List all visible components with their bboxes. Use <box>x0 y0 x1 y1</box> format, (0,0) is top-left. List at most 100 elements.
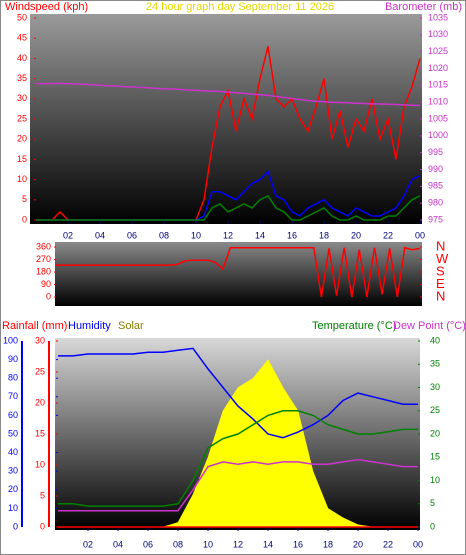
y-tick-label: 45 <box>17 33 27 43</box>
x-tick-label: 00 <box>415 230 425 240</box>
x-tick-label: 08 <box>173 539 183 549</box>
y-tick-label: 25 <box>17 113 27 123</box>
y-tick-label: 50 <box>17 12 27 22</box>
y2-tick-label: W <box>436 251 449 266</box>
y-tick-label: 10 <box>8 503 18 513</box>
series-line <box>36 82 421 107</box>
legend-entry: Humidity <box>68 320 111 332</box>
y2-tick-label: 20 <box>430 428 440 438</box>
x-tick-label: 02 <box>63 230 73 240</box>
series-line <box>56 246 421 298</box>
legend-entry: Rainfall (mm) <box>2 320 67 332</box>
y2-tick-label: 975 <box>428 214 443 224</box>
x-tick-label: 12 <box>223 230 233 240</box>
y2-tick-label: 1030 <box>428 29 448 39</box>
series-line <box>58 410 418 507</box>
x-tick-label: 04 <box>113 539 123 549</box>
y-tick-label: 90 <box>41 279 51 289</box>
y-tick-label: 15 <box>17 154 27 164</box>
x-tick-label: 08 <box>159 230 169 240</box>
y2-tick-label: 1005 <box>428 113 448 123</box>
y2-tick-label: 995 <box>428 147 443 157</box>
series-line <box>58 458 418 512</box>
x-tick-label: 22 <box>383 230 393 240</box>
y-tick-label: 360 <box>36 241 51 251</box>
x-tick-label: 18 <box>323 539 333 549</box>
y-tick-label: 30 <box>17 93 27 103</box>
y2-tick-label: 15 <box>430 452 440 462</box>
x-tick-label: 16 <box>287 230 297 240</box>
legend-entry: Dew Point (°C) <box>393 320 466 332</box>
y-tick-label: 60 <box>8 410 18 420</box>
y3-tick-label: 20 <box>35 397 45 407</box>
y-tick-label: 180 <box>36 266 51 276</box>
x-tick-label: 20 <box>353 539 363 549</box>
y2-tick-label: 1000 <box>428 130 448 140</box>
x-tick-label: 10 <box>203 539 213 549</box>
x-tick-label: 06 <box>127 230 137 240</box>
y-tick-label: 0 <box>13 521 18 531</box>
direction-panel <box>55 242 422 306</box>
y-tick-label: 10 <box>17 174 27 184</box>
x-tick-label: 14 <box>255 230 265 240</box>
y2-tick-label: 980 <box>428 198 443 208</box>
y2-tick-label: 35 <box>430 359 440 369</box>
x-tick-label: 00 <box>413 539 423 549</box>
y2-tick-label: N <box>436 288 445 303</box>
x-tick-label: 06 <box>143 539 153 549</box>
legend-entry: Solar <box>118 320 144 332</box>
y2-tick-label: N <box>436 238 445 253</box>
x-tick-label: 18 <box>319 230 329 240</box>
y3-tick-label: 15 <box>35 428 45 438</box>
wind-label: Windspeed (kph) <box>5 1 88 13</box>
x-tick-label: 10 <box>191 230 201 240</box>
y2-tick-label: 0 <box>430 521 435 531</box>
y-tick-label: 20 <box>8 484 18 494</box>
y-tick-label: 20 <box>17 134 27 144</box>
x-tick-label: 02 <box>83 539 93 549</box>
y2-tick-label: E <box>436 276 445 291</box>
y2-tick-label: 25 <box>430 405 440 415</box>
y3-tick-label: 30 <box>35 335 45 345</box>
y-tick-label: 270 <box>36 254 51 264</box>
x-tick-label: 12 <box>233 539 243 549</box>
y3-tick-label: 5 <box>40 490 45 500</box>
y-tick-label: 50 <box>8 428 18 438</box>
y2-tick-label: 10 <box>430 475 440 485</box>
y2-tick-label: 1020 <box>428 63 448 73</box>
y2-tick-label: 985 <box>428 181 443 191</box>
barometer-label: Barometer (mb) <box>385 1 462 13</box>
x-tick-label: 14 <box>263 539 273 549</box>
y-tick-label: 40 <box>8 447 18 457</box>
y-tick-label: 0 <box>22 214 27 224</box>
y2-tick-label: 30 <box>430 382 440 392</box>
y2-tick-label: 40 <box>430 335 440 345</box>
y2-tick-label: 990 <box>428 164 443 174</box>
y-tick-label: 0 <box>46 291 51 301</box>
y3-tick-label: 0 <box>40 521 45 531</box>
y-tick-label: 35 <box>17 73 27 83</box>
y2-tick-label: 1025 <box>428 46 448 56</box>
wind-panel <box>30 14 422 224</box>
series-line <box>36 194 421 221</box>
y-tick-label: 40 <box>17 53 27 63</box>
y-tick-label: 70 <box>8 391 18 401</box>
y3-tick-label: 25 <box>35 366 45 376</box>
series-line <box>58 347 418 439</box>
y-tick-label: 30 <box>8 466 18 476</box>
y2-tick-label: 1015 <box>428 80 448 90</box>
legend-entry: Temperature (°C) <box>312 320 396 332</box>
chart-title: 24 hour graph day September 11 2026 <box>146 1 334 13</box>
y-tick-label: 100 <box>3 335 18 345</box>
y2-tick-label: S <box>436 263 445 278</box>
y3-tick-label: 10 <box>35 459 45 469</box>
y-tick-label: 80 <box>8 373 18 383</box>
y-tick-label: 5 <box>22 194 27 204</box>
y-tick-label: 90 <box>8 354 18 364</box>
x-tick-label: 16 <box>293 539 303 549</box>
y2-tick-label: 5 <box>430 498 435 508</box>
y2-tick-label: 1010 <box>428 97 448 107</box>
y2-tick-label: 1035 <box>428 12 448 22</box>
x-tick-label: 04 <box>95 230 105 240</box>
